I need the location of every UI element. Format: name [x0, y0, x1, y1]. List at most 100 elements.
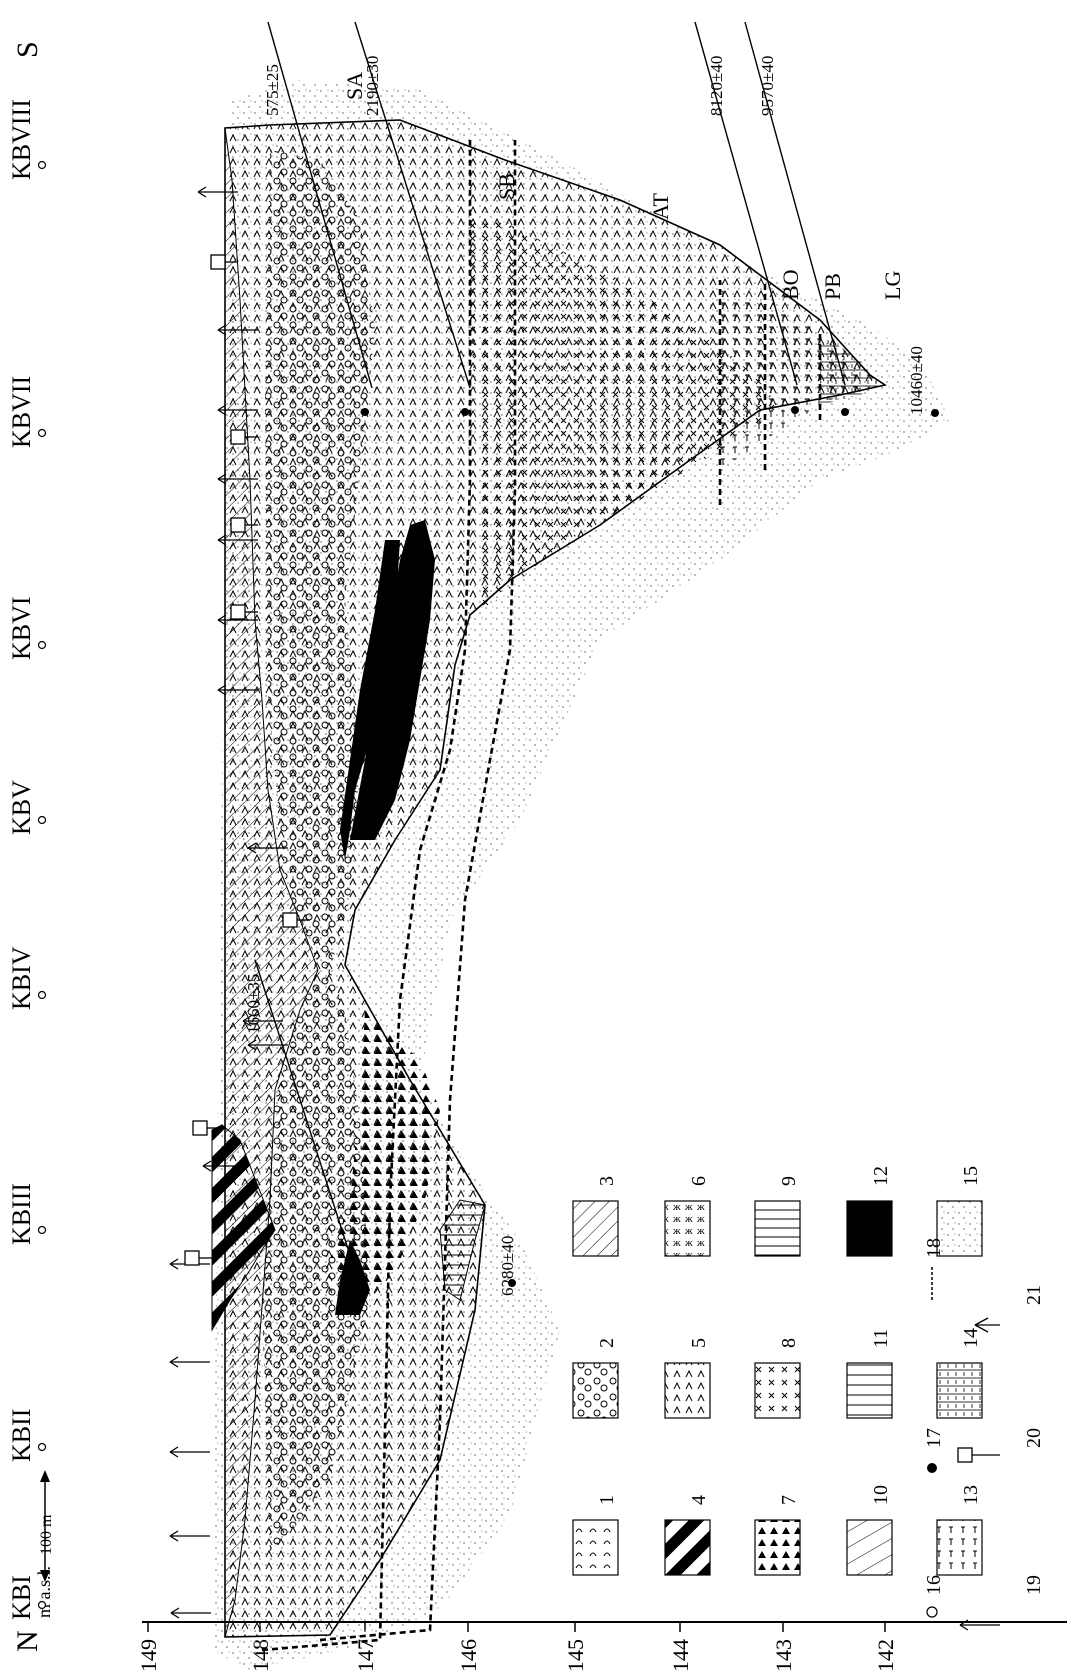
boundary-sb-lower [319, 140, 517, 1642]
borehole-marker [37, 1442, 47, 1452]
section-body [211, 80, 950, 1670]
borehole-label: KBIII [7, 1183, 36, 1245]
legend-swatch [664, 1519, 711, 1576]
arrow-head [217, 404, 227, 416]
legend-number: 12 [870, 1166, 892, 1186]
borehole-labels: KBI KBII KBIII KBIV KBV KBVI KBVII KBVIII [7, 99, 47, 1620]
legend-number: 15 [960, 1166, 982, 1186]
legend-swatch [754, 1362, 801, 1419]
legend-swatch [846, 1362, 893, 1419]
radiocarbon-date-label: 8120±40 [707, 56, 726, 116]
legend-number: 2 [596, 1338, 618, 1348]
date-leader-line [267, 21, 373, 389]
legend-swatch [572, 1200, 619, 1257]
legend-number: 18 [923, 1238, 945, 1258]
arrow-head [197, 186, 207, 198]
borehole-marker [37, 640, 47, 650]
legend-number: 17 [923, 1428, 945, 1448]
legend-number: 8 [778, 1338, 800, 1348]
borehole-label: KBIV [7, 946, 36, 1010]
boundary-sb-upper [261, 140, 472, 1652]
arrow-head [217, 534, 227, 546]
legend-number: 21 [1023, 1285, 1045, 1305]
arrow-head [217, 473, 227, 485]
legend-number: 9 [778, 1176, 800, 1186]
arrow-head [170, 1607, 180, 1619]
date-leader-line [354, 21, 471, 389]
scale-bar: 100 m [38, 1470, 55, 1582]
square-symbol [184, 1250, 200, 1266]
axis-tick-label: 144 [668, 1639, 693, 1672]
borehole-label: KBII [7, 1409, 36, 1462]
upper-band-2 [262, 150, 375, 1560]
legend-swatch [936, 1519, 983, 1576]
zone-boundaries [261, 140, 822, 1652]
legend-number: 5 [688, 1338, 710, 1348]
legend-number: 10 [870, 1485, 892, 1505]
legend-arrow-head [959, 1619, 969, 1631]
north-label: N [11, 1630, 44, 1652]
borehole-label: KBVIII [7, 99, 36, 180]
sample-point [841, 408, 849, 416]
radiocarbon-date-label: 9570±40 [758, 56, 777, 116]
sample-point [508, 1279, 516, 1287]
peat-lens-1 [350, 520, 435, 840]
borehole-label: KBI [7, 1575, 36, 1620]
sample-point [931, 409, 939, 417]
legend-swatch [572, 1519, 619, 1576]
borehole-marker [37, 815, 47, 825]
legend-number: 19 [1023, 1575, 1045, 1595]
arrow-head [217, 684, 227, 696]
legend-swatch [572, 1362, 619, 1419]
square-symbol [210, 254, 226, 270]
legend-swatch [664, 1200, 711, 1257]
legend-swatch [936, 1362, 983, 1419]
peat-lens-3 [335, 1240, 370, 1315]
legend-open-circle [926, 1606, 938, 1618]
pollen-zone-label: LG [880, 271, 905, 300]
legend-filled-circle [927, 1463, 937, 1473]
borehole-marker [37, 1600, 47, 1610]
arrow-head [202, 1160, 212, 1172]
axis-tick-label: 145 [563, 1639, 588, 1672]
axis-tick-label: 142 [873, 1639, 898, 1672]
sample-point [461, 408, 469, 416]
radiocarbon-date-label: 575±25 [263, 64, 282, 116]
legend-number: 13 [960, 1485, 982, 1505]
legend-swatch [754, 1519, 801, 1576]
square-symbol [230, 429, 246, 445]
arrow-head [169, 1258, 179, 1270]
date-leader-line [254, 959, 351, 1256]
legend-square [957, 1447, 973, 1463]
legend-swatch [846, 1200, 893, 1257]
radiocarbon-date-label: 6280±40 [498, 1236, 517, 1296]
pollen-zone-label: SA [342, 72, 367, 100]
legend-swatch [936, 1200, 983, 1257]
legend-fork-symbol [974, 1317, 1000, 1333]
axis-tick-label: 143 [771, 1639, 796, 1672]
legend-swatch [846, 1519, 893, 1576]
date-annotations: 575±25 2190±30 8120±40 9570±40 10460±40 1660±… [244, 21, 939, 1296]
radiocarbon-date-label: 2190±30 [363, 56, 382, 116]
radiocarbon-date-label: 1660±35 [244, 974, 263, 1034]
elevation-axis: m a.s.l. 149148147146145144143142 [34, 1566, 1067, 1672]
borehole-marker [37, 990, 47, 1000]
pollen-zone-label: AT [648, 193, 673, 220]
legend-number: 6 [688, 1176, 710, 1186]
borehole-marker [37, 160, 47, 170]
pollen-zone-labels: SA SB AT BO PB LG [342, 72, 905, 300]
arrow-head [217, 614, 227, 626]
sample-point [361, 408, 369, 416]
pollen-zone-label: PB [820, 273, 845, 300]
square-symbol [230, 517, 246, 533]
arrow-head [247, 842, 257, 854]
radiocarbon-date-label: 10460±40 [907, 346, 926, 415]
arrow-head [169, 1356, 179, 1368]
legend-swatch [754, 1200, 801, 1257]
borehole-label: KBVI [7, 596, 36, 660]
sample-point [791, 406, 799, 414]
peat-lens-2 [340, 540, 400, 860]
